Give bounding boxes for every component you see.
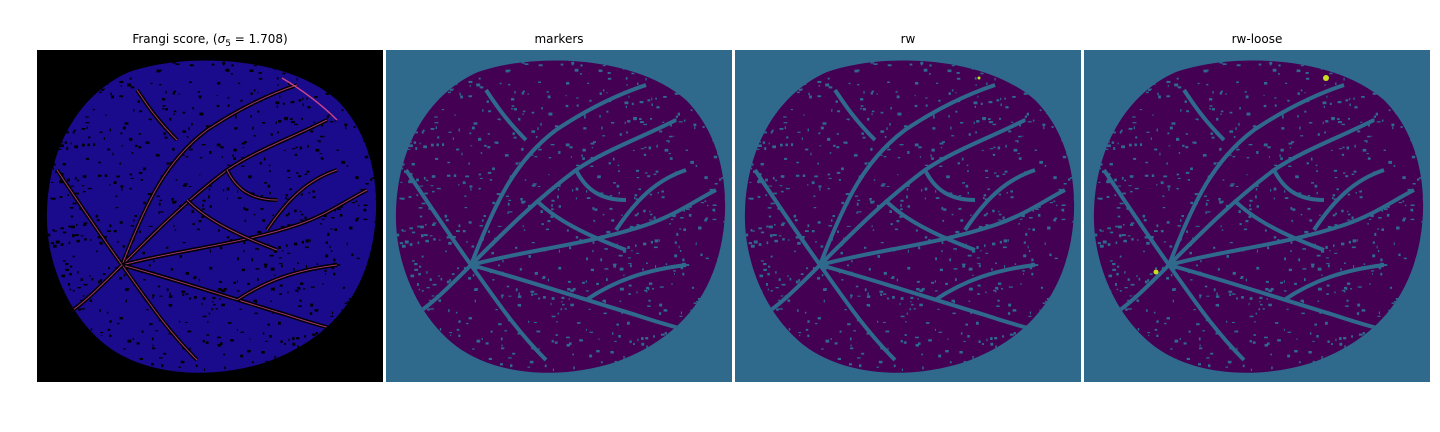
frangi-title-suffix: = 1.708) [230,32,288,46]
panel-title-rw-loose: rw-loose [1231,32,1283,46]
panel-title-rw: rw [900,32,916,46]
frangi-title-symbol: σ [217,32,226,46]
rw-loose-image [1084,50,1430,382]
panel-title-frangi: Frangi score, (σ5 = 1.708) [37,32,383,49]
frangi-title-prefix: Frangi score, ( [132,32,218,46]
frangi-score-image [37,50,383,382]
panel-title-markers: markers [534,32,584,46]
markers-image [386,50,732,382]
frangi-title-subscript: 5 [225,39,231,49]
rw-image [735,50,1081,382]
